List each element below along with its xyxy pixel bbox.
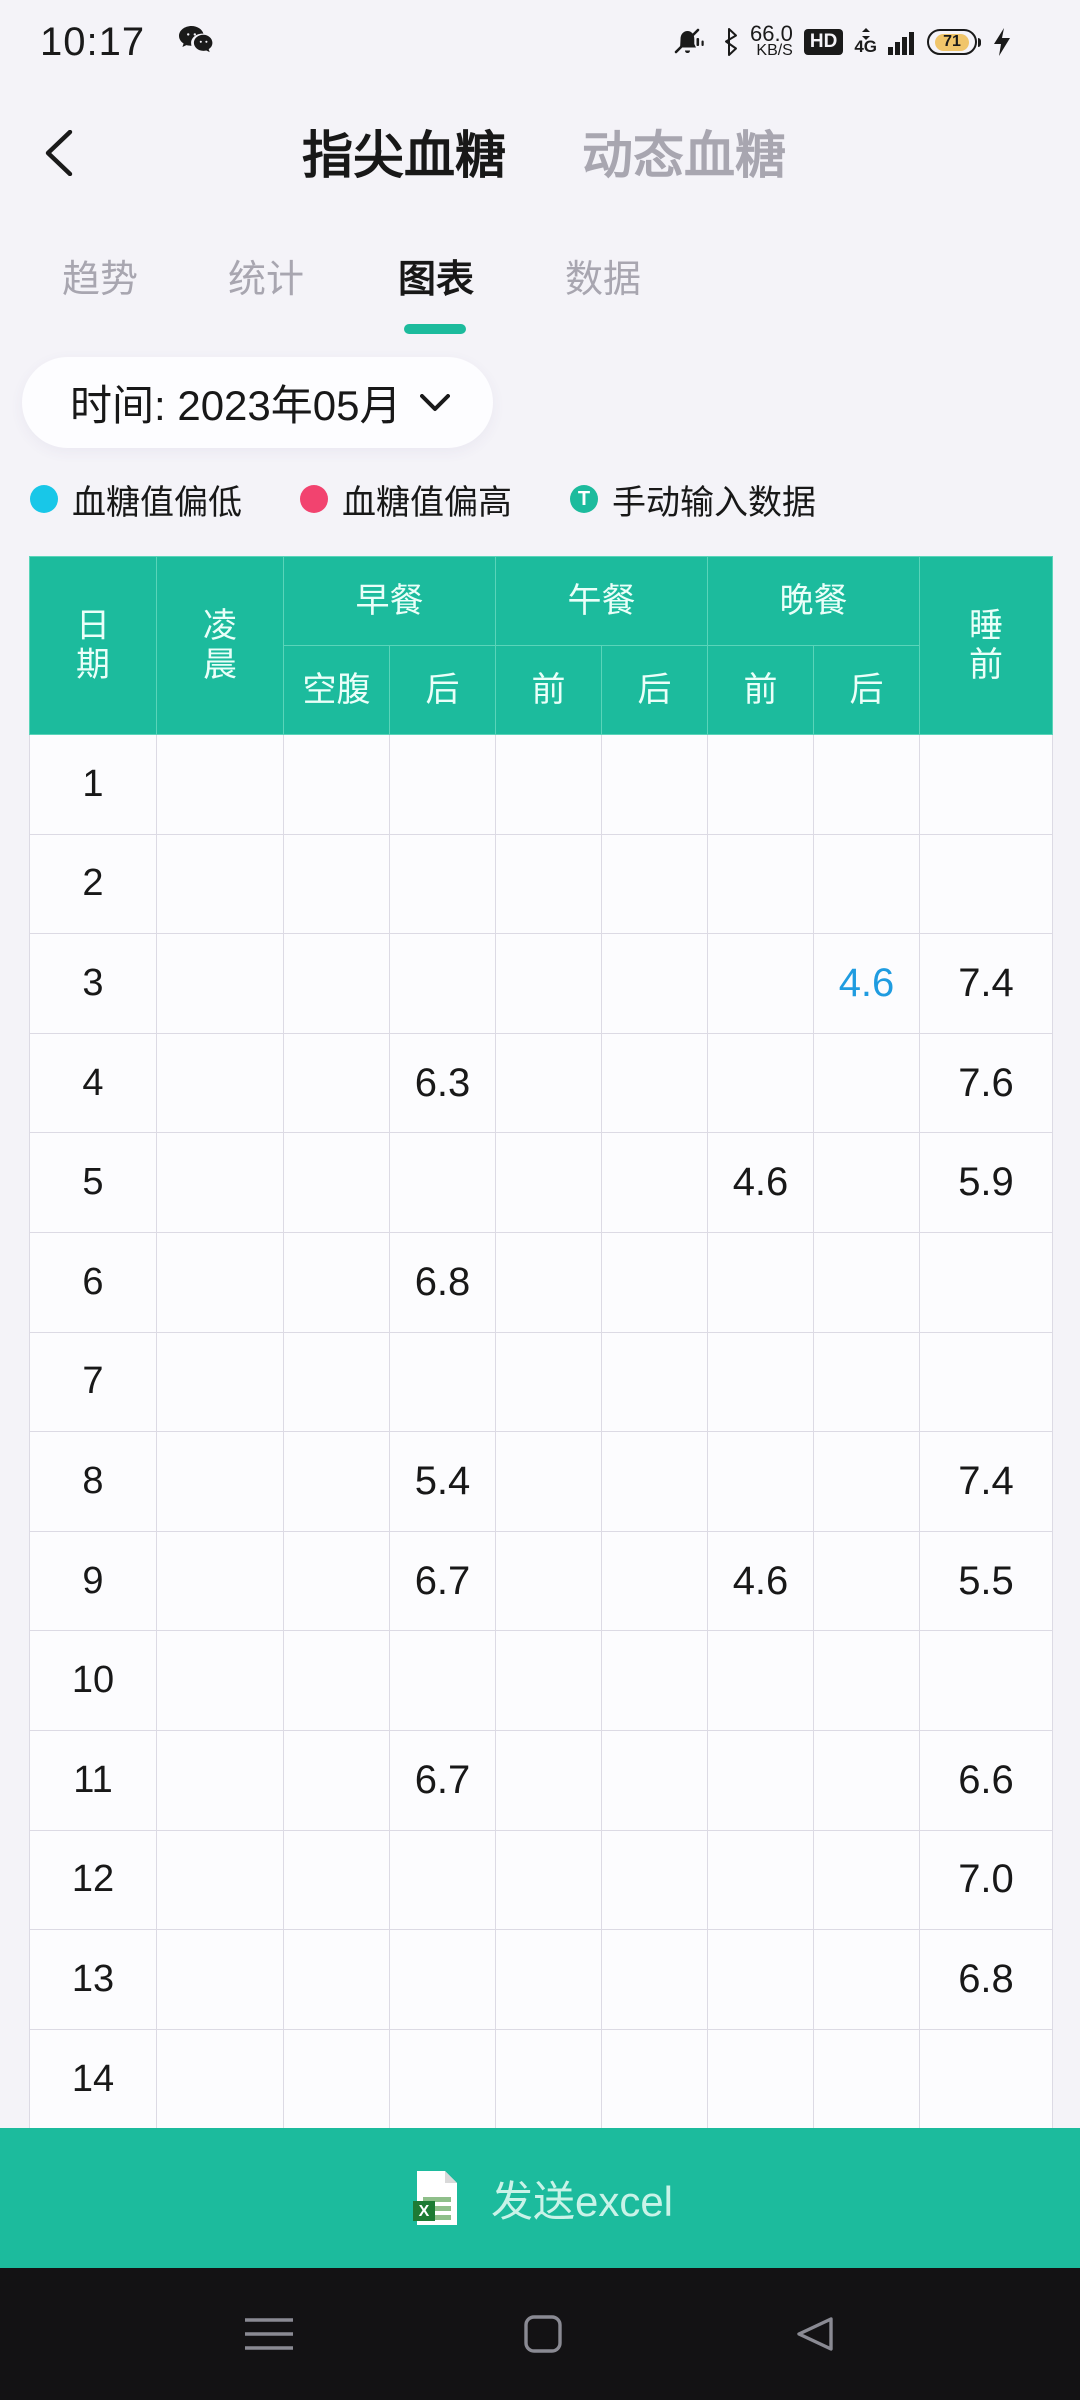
svg-text:X: X bbox=[419, 2203, 430, 2220]
